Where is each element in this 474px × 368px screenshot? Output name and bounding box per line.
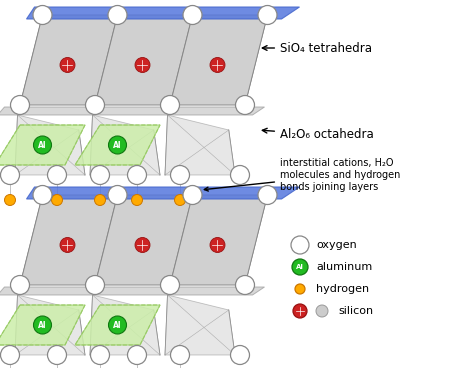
Circle shape [109,316,127,334]
Circle shape [108,6,127,25]
Circle shape [91,346,109,364]
Text: interstitial cations, H₂O
molecules and hydrogen
bonds joining layers: interstitial cations, H₂O molecules and … [204,158,401,192]
Circle shape [10,276,29,294]
Circle shape [292,259,308,275]
Circle shape [135,237,150,252]
Polygon shape [75,125,160,165]
Circle shape [52,195,63,205]
Circle shape [91,166,109,184]
Text: hydrogen: hydrogen [316,284,369,294]
Polygon shape [95,15,192,105]
Circle shape [33,6,52,25]
Text: silicon: silicon [338,306,373,316]
Text: Al: Al [113,141,122,149]
Circle shape [295,284,305,294]
Text: Al: Al [113,321,122,329]
Circle shape [0,346,19,364]
Polygon shape [95,195,192,285]
Polygon shape [0,125,85,165]
Polygon shape [170,195,267,285]
Polygon shape [15,295,85,355]
Circle shape [171,166,190,184]
Circle shape [258,6,277,25]
Circle shape [85,276,104,294]
Circle shape [161,276,180,294]
Polygon shape [90,295,160,355]
Circle shape [4,195,16,205]
Circle shape [258,185,277,205]
Circle shape [135,57,150,72]
Circle shape [230,166,249,184]
Circle shape [236,96,255,114]
Circle shape [171,346,190,364]
Text: Al: Al [38,141,47,149]
Circle shape [131,195,143,205]
Circle shape [316,305,328,317]
Circle shape [183,185,202,205]
Polygon shape [165,295,235,355]
Circle shape [47,346,66,364]
Circle shape [94,195,106,205]
Circle shape [47,166,66,184]
Circle shape [128,166,146,184]
Polygon shape [90,115,160,175]
Circle shape [85,96,104,114]
Polygon shape [27,187,300,199]
Polygon shape [15,115,85,175]
Polygon shape [165,115,235,175]
Circle shape [230,346,249,364]
Circle shape [109,136,127,154]
Circle shape [183,6,202,25]
Text: Al: Al [296,264,304,270]
Polygon shape [0,107,264,115]
Circle shape [236,276,255,294]
Circle shape [0,166,19,184]
Circle shape [108,185,127,205]
Circle shape [161,96,180,114]
Circle shape [33,185,52,205]
Polygon shape [0,305,85,345]
Polygon shape [27,7,300,19]
Text: SiO₄ tetrahedra: SiO₄ tetrahedra [262,42,372,54]
Circle shape [174,195,185,205]
Circle shape [10,96,29,114]
Text: Al₂O₆ octahedra: Al₂O₆ octahedra [262,128,374,142]
Circle shape [60,57,75,72]
Polygon shape [75,305,160,345]
Circle shape [293,304,307,318]
Polygon shape [20,195,118,285]
Polygon shape [170,15,267,105]
Polygon shape [20,15,118,105]
Circle shape [128,346,146,364]
Circle shape [210,237,225,252]
Text: Al: Al [38,321,47,329]
Circle shape [34,316,52,334]
Text: oxygen: oxygen [316,240,357,250]
Text: aluminum: aluminum [316,262,372,272]
Circle shape [210,57,225,72]
Polygon shape [0,287,264,295]
Circle shape [60,237,75,252]
Circle shape [291,236,309,254]
Circle shape [34,136,52,154]
